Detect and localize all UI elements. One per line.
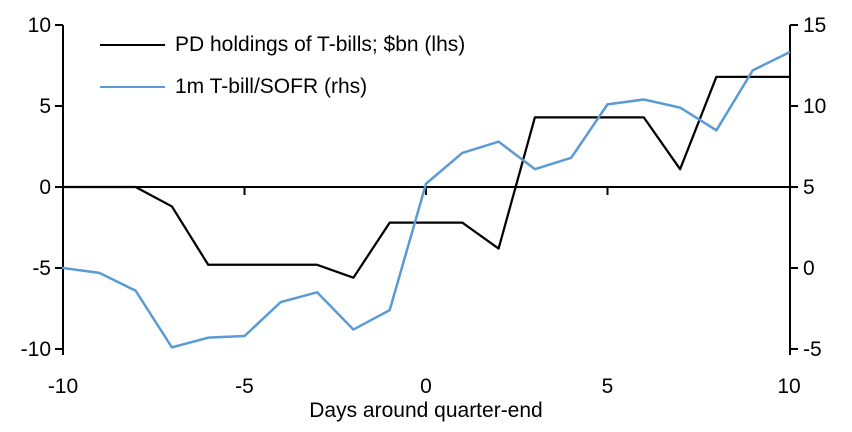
left-tick-label: 0 [39,176,51,199]
series-line-tbill-sofr [61,51,791,349]
right-tick-label: -5 [803,338,822,361]
x-tick-label: -5 [235,375,254,398]
x-tick-label: 10 [777,375,800,398]
x-tick-label: 0 [420,375,432,398]
legend-item-tbill-sofr: 1m T-bill/SOFR (rhs) [100,76,465,97]
left-tick-label: -5 [32,257,51,280]
right-tick-label: 10 [803,95,826,118]
x-tick-label: -10 [48,375,78,398]
left-tick-label: 5 [39,95,51,118]
right-tick-label: 15 [803,14,826,37]
left-tick-label: -10 [21,338,51,361]
legend-line-swatch-blue [100,85,165,88]
x-tick-label: 5 [602,375,614,398]
legend-item-pd-holdings: PD holdings of T-bills; $bn (lhs) [100,34,465,55]
left-tick-label: 10 [28,14,51,37]
legend-line-swatch-black [100,43,165,46]
legend-label-pd-holdings: PD holdings of T-bills; $bn (lhs) [175,33,466,56]
legend-label-tbill-sofr: 1m T-bill/SOFR (rhs) [175,75,368,98]
series-line-pd-holdings [61,75,791,279]
x-axis-title: Days around quarter-end [309,399,543,422]
right-tick-label: 5 [803,176,815,199]
right-tick-label: 0 [803,257,815,280]
legend: PD holdings of T-bills; $bn (lhs) 1m T-b… [100,34,465,97]
